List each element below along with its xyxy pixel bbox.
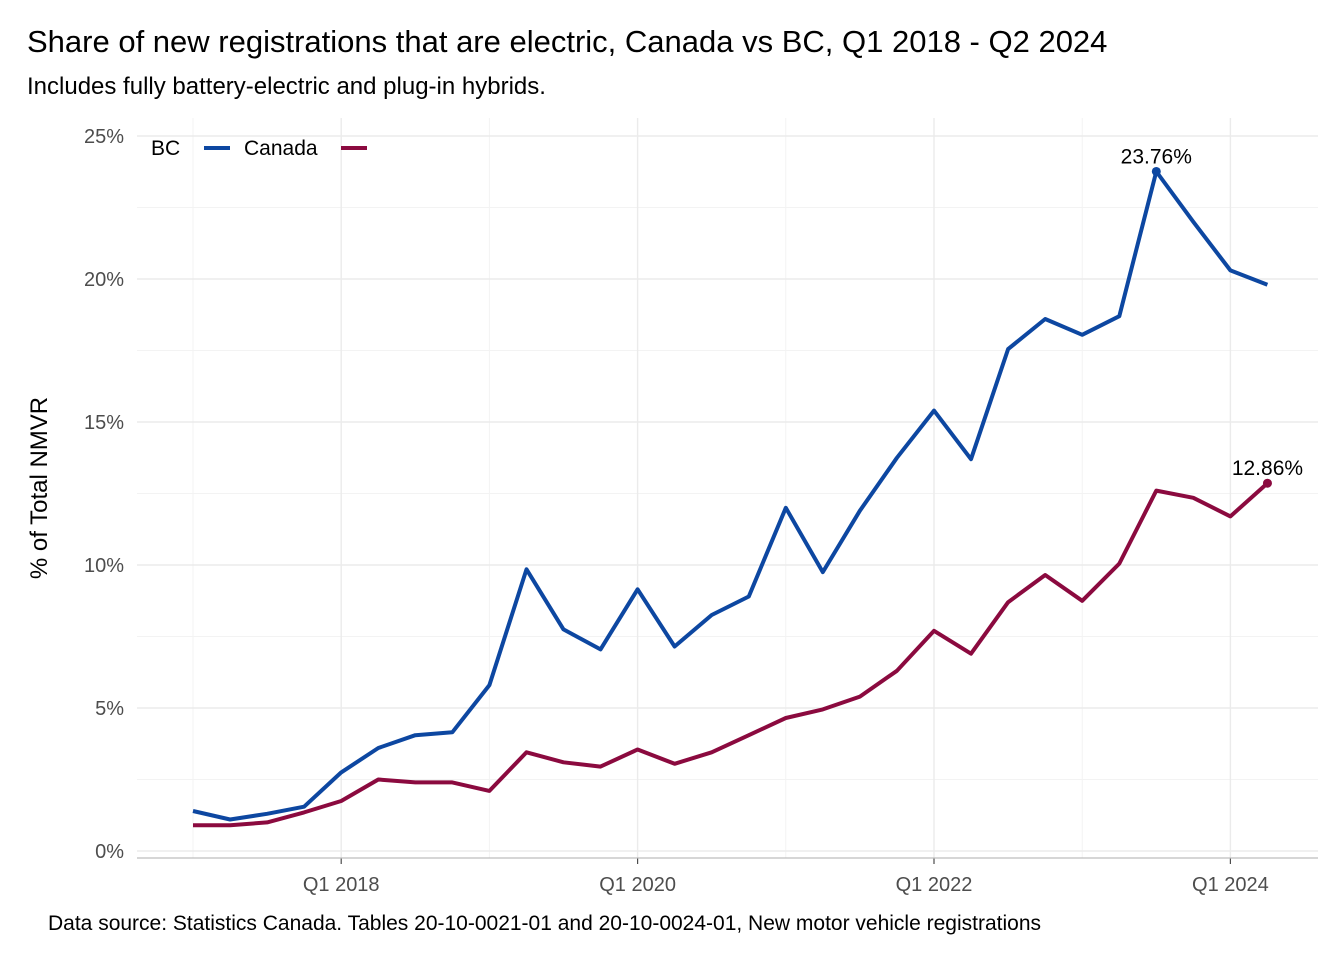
legend-label-bc: BC [151,137,180,160]
y-axis-label: % of Total NMVR [26,397,53,579]
annotation-point-bc [1151,166,1161,176]
y-tick-label: 10% [84,555,124,577]
series-line-bc [192,169,1269,822]
annotation-label-canada: 12.86% [1232,457,1303,480]
chart-subtitle: Includes fully battery-electric and plug… [27,73,546,100]
x-tick-label: Q1 2024 [1192,874,1269,896]
x-tick-label: Q1 2018 [303,874,380,896]
series-lines: 23.76% 12.86% [192,145,1303,828]
axes: 0% 5% 10% 15% 20% 25% Q1 2018 Q1 2020 Q1 2022 Q1 … [84,126,1318,896]
annotation-label-bc: 23.76% [1121,145,1192,168]
legend: BC Canada [151,137,367,160]
y-tick-label: 25% [84,126,124,148]
x-tick-label: Q1 2020 [599,874,676,896]
annotation-point-canada [1262,478,1272,488]
chart-title: Share of new registrations that are elec… [27,24,1108,59]
y-tick-label: 20% [84,269,124,291]
legend-label-canada: Canada [244,137,318,160]
y-tick-label: 15% [84,412,124,434]
x-tick-label: Q1 2022 [896,874,973,896]
data-source-caption: Data source: Statistics Canada. Tables 2… [48,912,1041,935]
series-line-canada [193,481,1269,828]
grid [137,118,1318,858]
y-tick-label: 5% [95,698,124,720]
y-tick-label: 0% [95,841,124,863]
